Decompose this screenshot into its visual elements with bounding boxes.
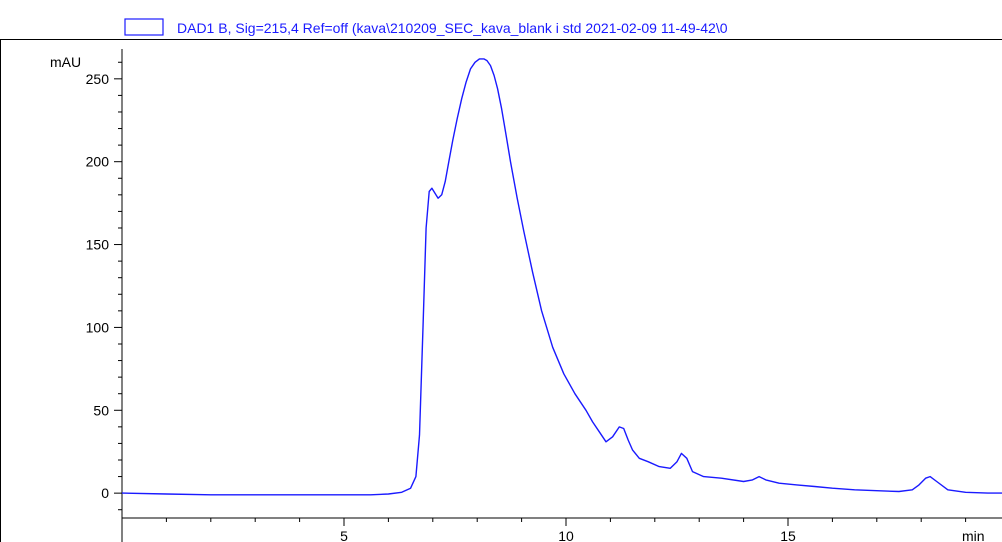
x-axis-unit-label: min: [962, 528, 985, 542]
signal-trace: [121, 58, 1002, 496]
legend: DAD1 B, Sig=215,4 Ref=off (kava\210209_S…: [124, 18, 728, 36]
y-tick-label: 200: [86, 154, 110, 170]
y-tick-label: 250: [86, 71, 110, 87]
y-tick-label: 100: [86, 319, 110, 335]
plot-frame: [0, 39, 1002, 542]
x-tick-label: 10: [558, 528, 574, 542]
y-axis-unit-label: mAU: [50, 54, 81, 70]
y-tick-label: 50: [93, 402, 109, 418]
y-tick-label: 0: [101, 485, 109, 501]
legend-label: DAD1 B, Sig=215,4 Ref=off (kava\210209_S…: [177, 20, 728, 36]
y-tick-label: 150: [86, 237, 110, 253]
x-tick-label: 15: [780, 528, 796, 542]
axes: 0 50 100 150 200 250 5 10 15: [86, 49, 1002, 542]
x-tick-label: 5: [340, 528, 348, 542]
legend-swatch: [124, 18, 164, 36]
